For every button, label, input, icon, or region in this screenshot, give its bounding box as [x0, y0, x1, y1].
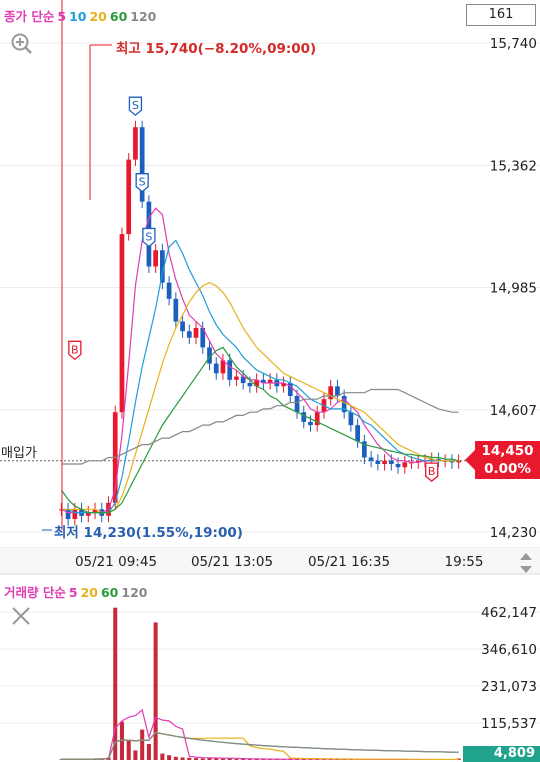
candle-body [66, 509, 71, 519]
price-legend-period-60[interactable]: 60 [110, 9, 127, 24]
zoom-icon[interactable] [9, 31, 35, 57]
time-tick-label: 05/21 13:05 [191, 554, 273, 570]
low-annotation: 최저 14,230(1.55%,19:00) [54, 521, 243, 541]
price-tick-label: 15,740 [490, 36, 537, 52]
sell-marker: S [132, 99, 139, 112]
low-annotation-value: 14,230(1.55%,19:00) [84, 525, 243, 541]
candle-body [133, 127, 138, 159]
candle-body [349, 412, 354, 425]
time-tick-label: 05/21 09:45 [75, 554, 157, 570]
volume-bar [133, 750, 137, 760]
candle-body [308, 422, 313, 425]
candle-body [72, 509, 77, 519]
current-price-badge: 14,450 0.00% [475, 441, 540, 479]
candle-body [187, 331, 192, 337]
buy-marker: B [71, 343, 79, 356]
volume-bar [147, 744, 151, 760]
candle-body [375, 461, 380, 464]
annotation-lines [42, 0, 112, 530]
close-icon[interactable] [9, 604, 33, 628]
period-count-box[interactable]: 161 [466, 4, 536, 26]
time-tick-label: 05/21 16:35 [308, 554, 390, 570]
sell-marker: S [145, 230, 152, 243]
volume-bar [140, 730, 144, 760]
price-tick-label: 14,230 [490, 525, 537, 541]
candle-body [120, 234, 125, 412]
candle-body [402, 462, 407, 467]
volume-legend-label: 거래량 단순 [4, 585, 66, 600]
volume-tick-label: 115,537 [481, 716, 537, 732]
price-legend-period-120[interactable]: 120 [130, 9, 156, 24]
candle-body [301, 412, 306, 422]
time-tick-label: 19:55 [445, 554, 484, 570]
volume-tick-label: 462,147 [481, 605, 537, 621]
price-legend-label: 종가 단순 [4, 9, 54, 24]
volume-legend-period-60[interactable]: 60 [101, 585, 118, 600]
price-tick-label: 14,985 [490, 281, 537, 297]
candle-body [369, 458, 374, 461]
volume-grid [0, 612, 540, 723]
candle-body [355, 425, 360, 441]
price-tick-label: 15,362 [490, 158, 537, 174]
axis-scroll-icon[interactable] [517, 551, 535, 575]
candle-body [167, 283, 172, 299]
candle-body [396, 464, 401, 467]
price-legend-period-5[interactable]: 5 [57, 9, 66, 24]
candle-body [214, 364, 219, 374]
candle-body [180, 322, 185, 332]
candle-body [126, 160, 131, 234]
price-legend-period-20[interactable]: 20 [89, 9, 106, 24]
price-candles [59, 121, 461, 526]
current-price-value: 14,450 [475, 442, 540, 460]
high-annotation-prefix: 최고 [116, 41, 141, 57]
candle-body [227, 360, 232, 379]
candle-body [153, 250, 158, 266]
volume-axis: 462,147 346,610 231,073 115,537 [481, 605, 537, 732]
volume-tick-label: 231,073 [481, 679, 537, 695]
high-annotation: 최고 15,740(−8.20%,09:00) [116, 37, 316, 57]
purchase-price-label: 매입가 [1, 442, 37, 461]
candle-body [382, 461, 387, 464]
sell-marker: S [139, 176, 146, 189]
buy-marker: B [428, 465, 436, 478]
price-legend-period-10[interactable]: 10 [69, 9, 86, 24]
volume-legend-period-120[interactable]: 120 [121, 585, 147, 600]
volume-bars [59, 608, 460, 760]
high-annotation-value: 15,740(−8.20%,09:00) [146, 41, 317, 57]
low-annotation-prefix: 최저 [54, 525, 79, 541]
volume-tick-label: 346,610 [481, 642, 537, 658]
candle-body [248, 383, 253, 386]
volume-bar [167, 755, 171, 760]
volume-legend-period-5[interactable]: 5 [69, 585, 78, 600]
candle-body [194, 328, 199, 338]
candle-body [295, 396, 300, 412]
price-grid [0, 43, 540, 574]
candle-body [234, 377, 239, 380]
volume-legend-period-20[interactable]: 20 [81, 585, 98, 600]
candle-body [173, 299, 178, 322]
candle-body [389, 461, 394, 464]
price-tick-label: 14,607 [490, 403, 537, 419]
volume-bar [154, 622, 158, 760]
current-price-change: 0.00% [475, 460, 540, 478]
volume-bar [127, 741, 131, 760]
volume-bar [160, 754, 164, 760]
